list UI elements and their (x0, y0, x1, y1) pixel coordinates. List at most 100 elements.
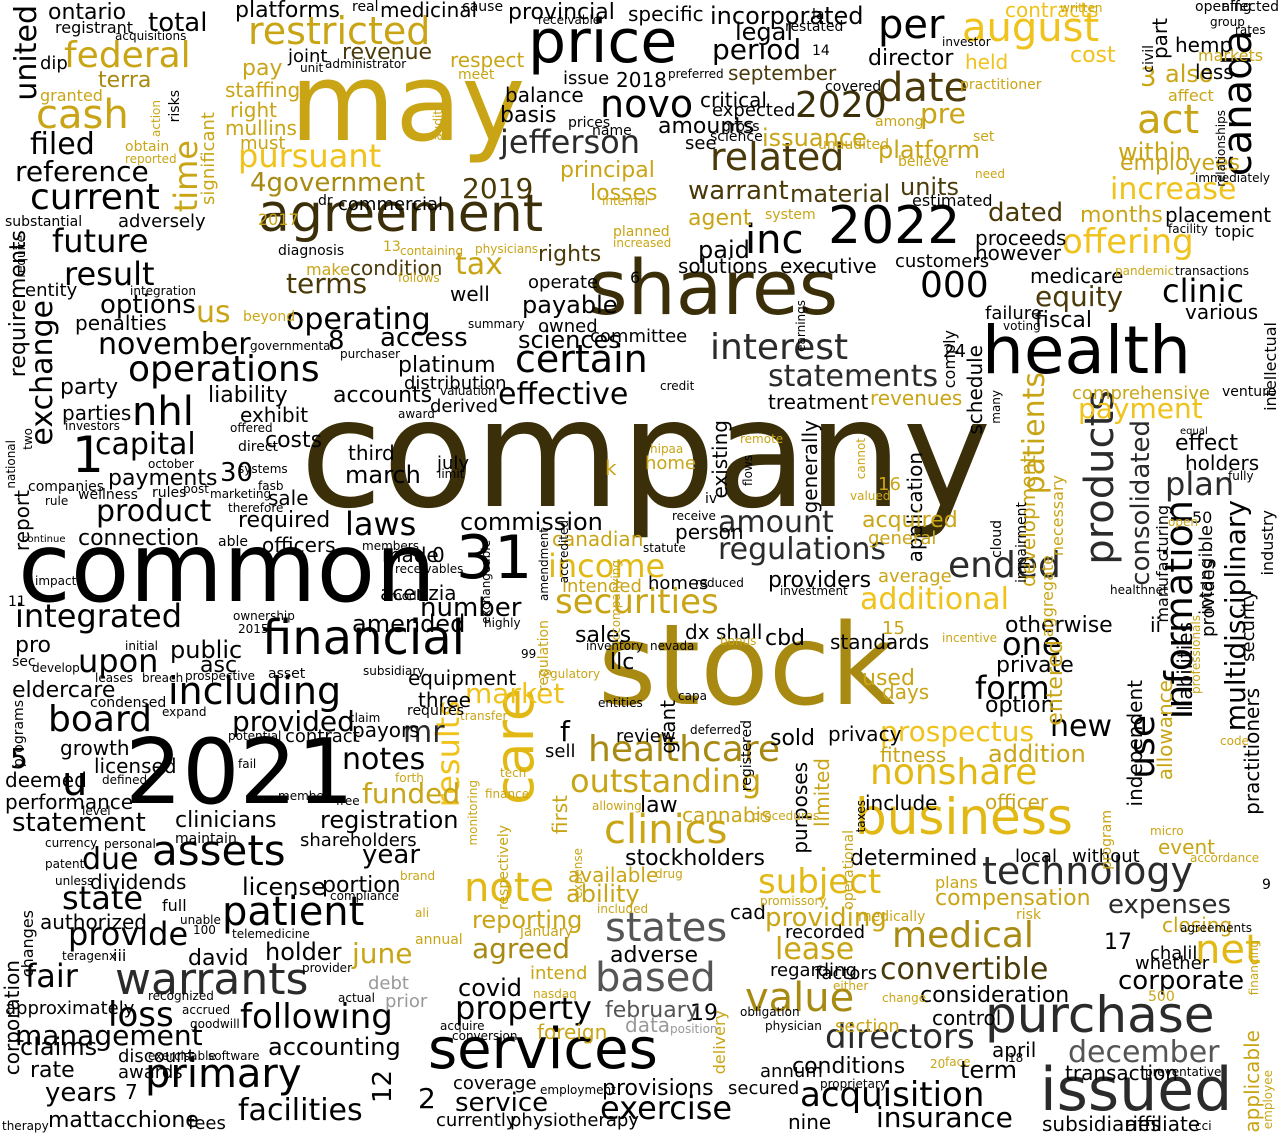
word-currently: currently (436, 1110, 517, 1131)
word-private: private (996, 653, 1074, 678)
word-registration: registration (320, 806, 459, 834)
word-dip: dip (40, 53, 68, 74)
word-specific: specific (628, 2, 704, 26)
word-payable: payable (522, 291, 618, 319)
word-used: used (862, 666, 915, 691)
word-financial: financial (262, 610, 465, 666)
word-new: new (1050, 709, 1113, 744)
word-14: 14 (812, 43, 830, 59)
word-17: 17 (1104, 930, 1132, 955)
word-issue: issue (563, 68, 610, 89)
word-9: 9 (1262, 877, 1271, 893)
word-operational: operational (841, 830, 857, 910)
word-2020: 2020 (795, 85, 887, 126)
word-unable: unable (180, 913, 221, 927)
word-ali: ali (415, 906, 430, 920)
word-000: 000 (920, 265, 989, 306)
word-open: open (1168, 515, 1198, 529)
word-parties: parties (62, 401, 132, 425)
word-impairment: impairment (1014, 502, 1030, 584)
word-prior: prior (385, 991, 428, 1012)
word-distribution: distribution (404, 373, 507, 394)
word-meet: meet (458, 67, 495, 83)
word-provider: provider (302, 961, 352, 975)
word-mr: mr (403, 715, 445, 750)
word-u: u (62, 759, 88, 805)
word-personal: personal (104, 837, 156, 851)
word-20: 20 (930, 1057, 946, 1071)
word-david: david (188, 946, 249, 971)
word-tech: tech (500, 766, 527, 780)
word-risks: risks (167, 90, 183, 123)
word-sciences: sciences (518, 326, 621, 354)
word-teragenx: teragenx (62, 949, 117, 963)
word-reduced: reduced (695, 576, 744, 590)
word-diagnosis: diagnosis (278, 243, 345, 259)
word-public: public (170, 636, 243, 664)
word-year: year (362, 840, 421, 870)
word-nonshare: nonshare (870, 752, 1038, 793)
word-companies: companies (28, 479, 105, 495)
word-home: home (645, 453, 697, 474)
word-significant: significant (198, 112, 219, 205)
word-1: 1 (72, 426, 104, 484)
word-healthcare: healthcare (588, 729, 780, 770)
word-respect: respect (450, 48, 525, 72)
word-growth: growth (60, 736, 130, 760)
word-offered: offered (230, 421, 273, 435)
word-0: 0 (432, 543, 445, 567)
word-remote: remote (740, 432, 784, 446)
word-security: security (1238, 590, 1259, 662)
word-agreements: agreements (1180, 921, 1253, 935)
word-otherwise: otherwise (1005, 613, 1113, 638)
word-accrued: accrued (182, 1003, 231, 1017)
word-3: 3 (1140, 63, 1157, 93)
word-breach: breach (142, 671, 184, 685)
word-purchase: purchase (985, 986, 1215, 1044)
word-unit: unit (300, 61, 324, 75)
word-18: 18 (1008, 1051, 1024, 1065)
word-december: december (1068, 1035, 1220, 1070)
word-program: program (1099, 810, 1115, 870)
word-position: position (670, 1022, 718, 1036)
word-accounting: accounting (268, 1033, 401, 1061)
word-industry: industry (1258, 510, 1277, 576)
word-certain: certain (515, 337, 648, 381)
word-officer: officer (985, 790, 1049, 814)
word-acquisition: acquisition (800, 1075, 985, 1115)
word-secured: secured (728, 1078, 800, 1099)
word-discount: discount (118, 1046, 195, 1067)
word-september: september (728, 61, 837, 85)
word-transactions: transactions (1175, 264, 1250, 278)
word-local: local (1015, 846, 1057, 867)
word-unless: unless (55, 874, 94, 888)
word-fiscal: fiscal (1035, 308, 1093, 333)
word-equipment: equipment (408, 666, 517, 690)
word-expected: expected (712, 100, 796, 121)
word-operate: operate (528, 272, 599, 293)
word-statements: statements (768, 359, 939, 394)
word-act: act (1137, 97, 1200, 143)
word-agreement: agreement (258, 184, 544, 244)
word-500: 500 (1148, 989, 1175, 1005)
word-board: board (48, 699, 152, 740)
word-upon: upon (78, 642, 159, 680)
word-cash: cash (36, 92, 129, 138)
word-standards: standards (830, 630, 930, 654)
word-providing: providing (765, 903, 887, 933)
word-section: section (835, 1016, 900, 1037)
word-eldercare: eldercare (12, 678, 116, 703)
word-provisions: provisions (602, 1076, 714, 1101)
word-change: change (882, 991, 927, 1005)
word-value: value (745, 975, 855, 1021)
word-la: la (812, 7, 825, 23)
word-develop: develop (32, 661, 80, 675)
word-determined: determined (850, 846, 978, 871)
word-compliance: compliance (330, 889, 399, 903)
word-procedures: procedures (752, 809, 820, 823)
word-plan: plan (1165, 465, 1235, 503)
word-cause: cause (462, 0, 504, 15)
word-telemedicine: telemedicine (232, 927, 310, 941)
word-within: within (1118, 138, 1191, 166)
